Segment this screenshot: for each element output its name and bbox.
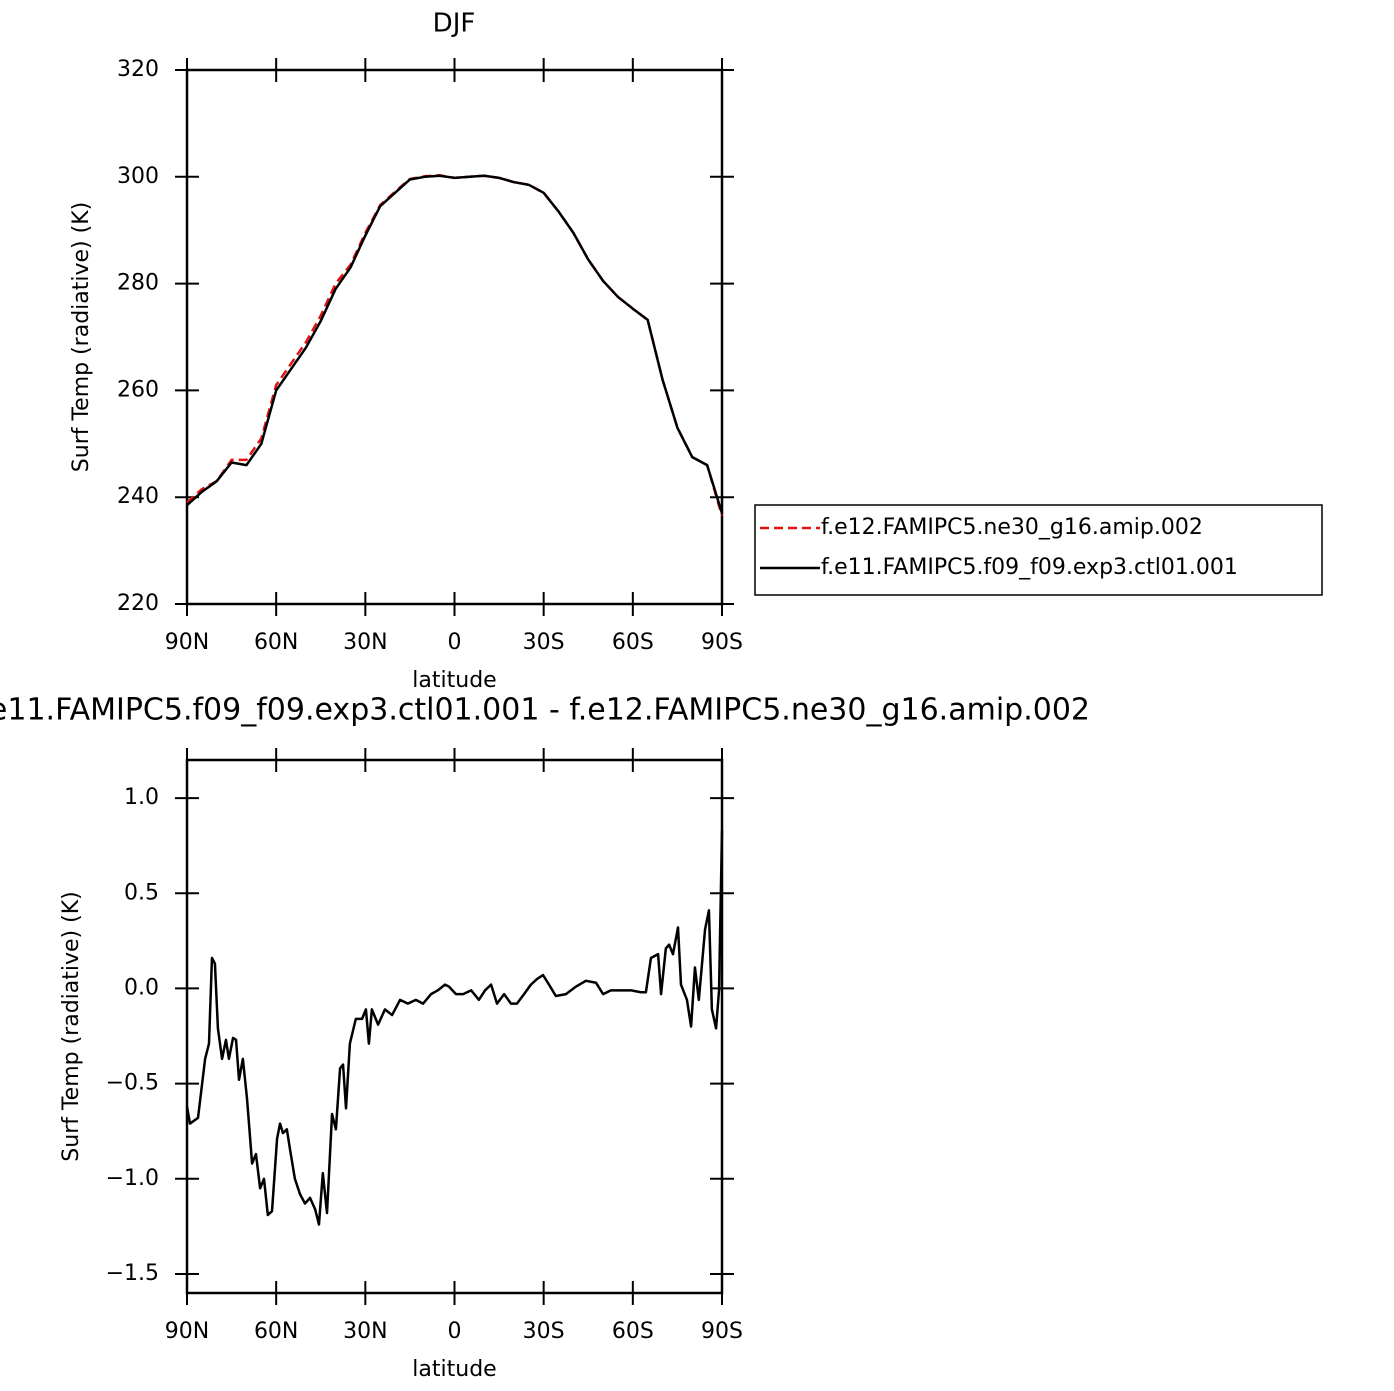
data-line [186, 173, 724, 517]
x-tick-label: 30N [343, 630, 387, 655]
plot-frame [185, 758, 724, 1295]
x-axis-label: latitude [412, 1357, 496, 1382]
y-tick-label: 320 [117, 57, 159, 82]
chart-title: f.e11.FAMIPC5.f09_f09.exp3.ctl01.001 - f… [0, 693, 1090, 728]
x-tick-label: 60N [254, 1319, 298, 1344]
x-tick-label: 0 [448, 630, 462, 655]
chart-title: DJF [433, 9, 476, 39]
legend-label: f.e12.FAMIPC5.ne30_g16.amip.002 [821, 515, 1203, 540]
y-tick-label: 0.0 [124, 975, 159, 1000]
y-tick-label: 1.0 [124, 785, 159, 810]
x-tick-label: 90S [701, 1319, 743, 1344]
y-tick-label: −0.5 [106, 1071, 159, 1096]
y-tick-label: 0.5 [124, 880, 159, 905]
y-tick-label: 300 [117, 164, 159, 189]
y-tick-label: 240 [117, 484, 159, 509]
x-tick-label: 60S [612, 1319, 654, 1344]
y-tick-label: 260 [117, 377, 159, 402]
x-tick-label: 30N [343, 1319, 387, 1344]
x-tick-label: 90N [165, 1319, 209, 1344]
x-tick-label: 30S [523, 630, 565, 655]
plot-frame [185, 68, 724, 606]
data-line [185, 830, 724, 1226]
x-tick-label: 90S [701, 630, 743, 655]
y-tick-label: 280 [117, 271, 159, 296]
legend-box [754, 504, 1323, 596]
x-tick-label: 60N [254, 630, 298, 655]
legend-label: f.e11.FAMIPC5.f09_f09.exp3.ctl01.001 [821, 555, 1238, 580]
x-tick-label: 0 [448, 1319, 462, 1344]
x-tick-label: 90N [165, 630, 209, 655]
y-tick-label: −1.0 [106, 1166, 159, 1191]
y-tick-label: −1.5 [106, 1261, 159, 1286]
x-axis-label: latitude [412, 668, 496, 693]
data-line [186, 174, 724, 514]
x-tick-label: 60S [612, 630, 654, 655]
y-axis-label: Surf Temp (radiative) (K) [69, 202, 94, 472]
y-tick-label: 220 [117, 591, 159, 616]
x-tick-label: 30S [523, 1319, 565, 1344]
y-axis-label: Surf Temp (radiative) (K) [59, 891, 84, 1161]
